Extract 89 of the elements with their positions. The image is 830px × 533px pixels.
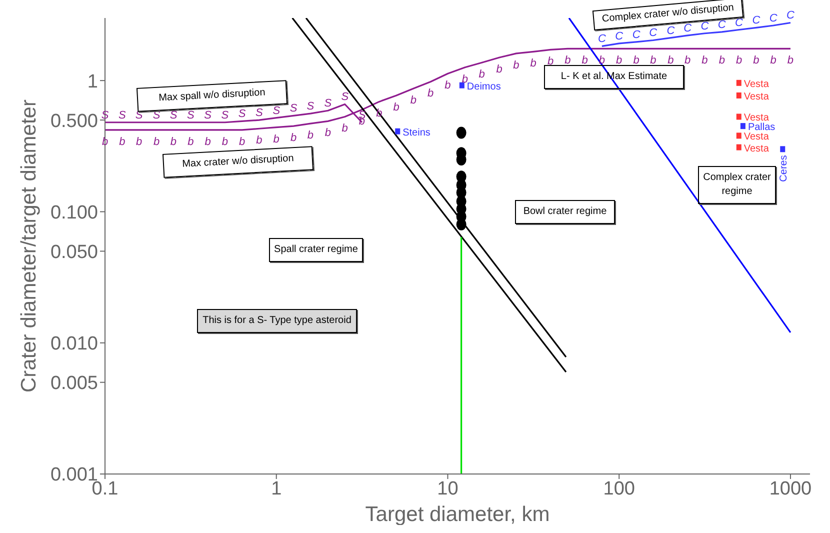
data-label: b [273, 133, 280, 146]
data-label: b [222, 136, 228, 148]
annotation: Complex crater regime [698, 166, 776, 204]
y-tick-label: 0.050 [50, 242, 98, 263]
data-label: C [666, 24, 675, 37]
y-axis-title: Crater diameter/target diameter [17, 100, 40, 392]
data-label: b [239, 136, 246, 148]
x-tick-label: 100 [603, 478, 635, 500]
data-label: C [786, 10, 794, 22]
data-label: b [170, 136, 177, 148]
data-label: C [598, 33, 606, 46]
data-label: S [170, 109, 178, 122]
x-tick-label: 1 [271, 478, 282, 500]
data-label: C [752, 14, 760, 27]
data-label: b [598, 54, 605, 67]
data-label: b [702, 54, 708, 67]
data-label: b [736, 54, 742, 67]
data-label: S [306, 100, 315, 113]
data-label: b [684, 54, 691, 67]
data-label: b [444, 80, 451, 92]
data-label: S [290, 102, 298, 115]
data-label: S [256, 107, 264, 120]
data-label: b [616, 54, 622, 67]
data-label: b [633, 54, 640, 67]
data-label: b [718, 54, 725, 67]
data-label: b [668, 54, 674, 67]
data-label: b [393, 101, 400, 114]
data-label: b [496, 63, 502, 76]
data-label: b [650, 54, 656, 67]
data-label: b [770, 54, 776, 67]
data-label: Vesta [744, 132, 770, 143]
data-label: Steins [402, 127, 430, 138]
data-label: S [204, 109, 212, 122]
x-tick-label: 10 [437, 478, 458, 500]
data-label: C [632, 28, 640, 41]
y-tick-label: 0.100 [50, 202, 98, 224]
annotation: Max spall w/o disruption [158, 87, 266, 104]
data-label: S [272, 104, 281, 117]
data-label: b [290, 132, 297, 144]
x-tick-label: 1000 [769, 478, 812, 500]
y-tick-label: 1 [87, 71, 98, 92]
x-axis-title: Target diameter, km [365, 503, 550, 526]
data-label: b [547, 56, 554, 68]
y-tick-label: 0.010 [50, 334, 98, 355]
annotation: Max crater w/o disruption [162, 146, 314, 178]
data-label: b [582, 54, 588, 67]
data-label: S [118, 109, 127, 122]
y-tick-label: 0.005 [50, 373, 98, 394]
data-label: b [564, 54, 571, 67]
data-label: b [307, 130, 314, 142]
data-label: b [787, 54, 794, 67]
data-label: C [769, 12, 778, 24]
data-label: C [735, 16, 744, 29]
data-label: Vesta [744, 112, 770, 124]
data-label: C [649, 27, 658, 40]
annotation: This is for a S- Type type asteroid [197, 309, 357, 333]
data-label: b [753, 54, 760, 67]
data-label: C [684, 22, 692, 34]
data-label: b [136, 136, 142, 148]
data-label: b [410, 94, 417, 107]
data-label: b [478, 68, 485, 81]
data-label: S [324, 98, 332, 110]
data-label: b [188, 136, 194, 148]
data-label: b [119, 136, 126, 148]
data-label: Vesta [744, 91, 770, 102]
data-label: Deimos [466, 81, 501, 92]
data-label: b [256, 134, 262, 147]
data-label: b [513, 59, 520, 72]
data-label: S [341, 91, 350, 104]
data-label: Pallas [748, 122, 776, 134]
data-label: C [718, 18, 726, 31]
data-label: b [154, 136, 160, 148]
data-label: S [221, 109, 230, 122]
data-label: b [342, 122, 348, 135]
data-label: b [428, 88, 434, 100]
data-label: b [324, 127, 332, 140]
annotation: Spall crater regime [269, 238, 363, 262]
data-label: C [700, 20, 709, 32]
data-label: b [530, 58, 536, 70]
data-label: Vesta [744, 143, 770, 154]
data-label: Vesta [744, 78, 770, 90]
annotation: Bowl crater regime [515, 200, 615, 224]
data-label: b [462, 73, 468, 86]
data-label: C [615, 30, 624, 42]
data-label: S [186, 109, 195, 122]
data-label: b [204, 136, 211, 148]
y-tick-label: 0.500 [50, 110, 98, 132]
data-label: S [238, 108, 246, 120]
data-label: Ceres [778, 155, 790, 182]
